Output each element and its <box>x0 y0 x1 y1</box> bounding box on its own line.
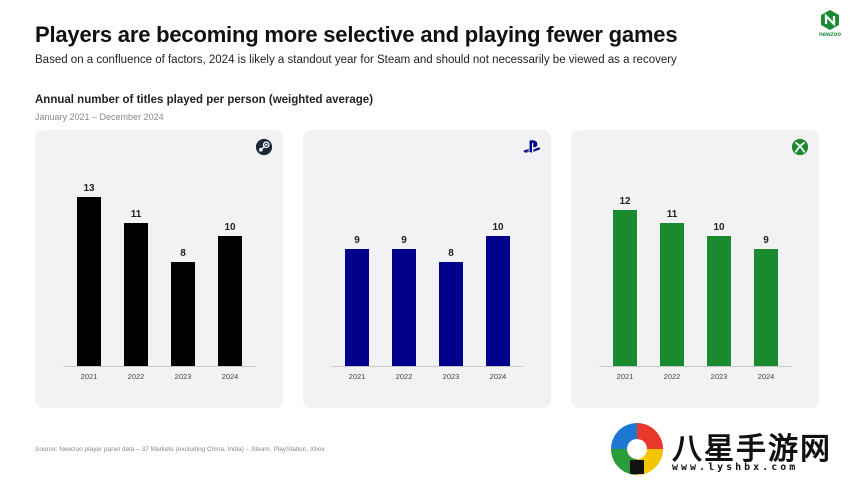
x-tick-label: 2023 <box>711 372 728 381</box>
data-label: 11 <box>667 209 678 220</box>
bar-2024 <box>486 236 510 366</box>
bar-2021 <box>613 210 637 366</box>
x-tick-label: 2022 <box>396 372 413 381</box>
site-watermark: 八星手游网 www.lyshbx.com <box>608 420 848 478</box>
source-note: Source: Newzoo player panel data – 37 Ma… <box>35 446 325 453</box>
data-label: 10 <box>492 222 504 233</box>
data-label: 8 <box>448 248 454 259</box>
data-label: 10 <box>713 222 725 233</box>
chart-period: January 2021 – December 2024 <box>35 112 164 122</box>
watermark-logo-icon <box>611 423 663 475</box>
bar-2023 <box>707 236 731 366</box>
x-tick-label: 2021 <box>617 372 634 381</box>
data-label: 9 <box>401 235 407 246</box>
data-label: 11 <box>131 209 142 220</box>
bar-2022 <box>124 223 148 366</box>
page-title: Players are becoming more selective and … <box>35 22 678 47</box>
watermark-url: www.lyshbx.com <box>672 462 799 473</box>
x-tick-label: 2024 <box>222 372 239 381</box>
data-label: 9 <box>354 235 360 246</box>
bar-2022 <box>660 223 684 366</box>
bar-2024 <box>754 249 778 366</box>
newzoo-logo: newzoo <box>812 10 848 42</box>
page-subtitle: Based on a confluence of factors, 2024 i… <box>35 54 677 66</box>
newzoo-logo-mark <box>821 10 839 30</box>
playstation-icon <box>523 140 541 153</box>
x-tick-label: 2024 <box>758 372 775 381</box>
bar-2021 <box>77 197 101 366</box>
bar-2023 <box>439 262 463 366</box>
bar-2021 <box>345 249 369 366</box>
steam-icon <box>255 138 273 156</box>
x-tick-label: 2023 <box>175 372 192 381</box>
bar-chart: 12 2021 11 2022 10 2023 9 2024 <box>599 196 791 381</box>
steam-chart-panel: 13 2021 11 2022 8 2023 10 2024 <box>35 130 283 408</box>
playstation-chart-panel: 9 2021 9 2022 8 2023 10 2024 <box>303 130 551 408</box>
data-label: 13 <box>83 183 95 194</box>
xbox-chart-panel: 12 2021 11 2022 10 2023 9 2024 <box>571 130 819 408</box>
data-label: 8 <box>180 248 186 259</box>
watermark-site-name: 八星手游网 <box>672 432 832 467</box>
x-tick-label: 2023 <box>443 372 460 381</box>
bar-2023 <box>171 262 195 366</box>
data-label: 12 <box>619 196 631 207</box>
newzoo-logo-text: newzoo <box>819 32 841 38</box>
data-label: 10 <box>224 222 236 233</box>
bar-chart: 9 2021 9 2022 8 2023 10 2024 <box>331 222 523 381</box>
data-label: 9 <box>763 235 769 246</box>
bar-chart: 13 2021 11 2022 8 2023 10 2024 <box>63 183 255 381</box>
xbox-icon <box>791 138 809 156</box>
bar-2024 <box>218 236 242 366</box>
bar-2022 <box>392 249 416 366</box>
x-tick-label: 2024 <box>490 372 507 381</box>
x-tick-label: 2022 <box>664 372 681 381</box>
x-tick-label: 2022 <box>128 372 145 381</box>
chart-title: Annual number of titles played per perso… <box>35 94 374 106</box>
x-tick-label: 2021 <box>81 372 98 381</box>
x-tick-label: 2021 <box>349 372 366 381</box>
